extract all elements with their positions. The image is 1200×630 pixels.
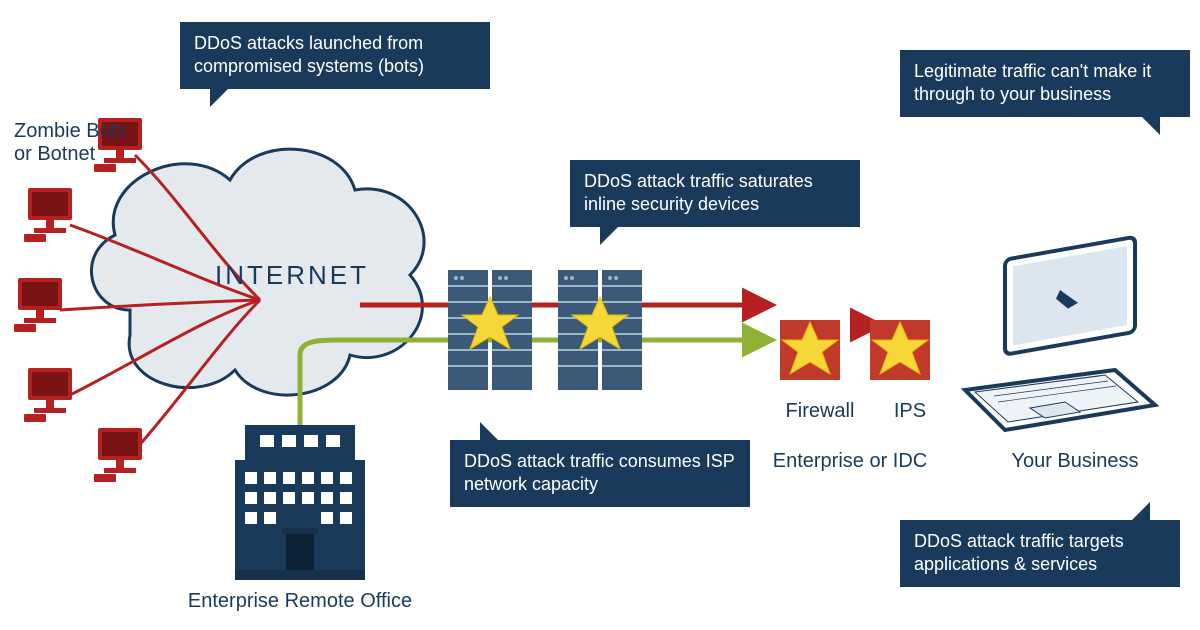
ips-icon xyxy=(870,320,930,380)
label-botnet: Zombie Bots or Botnet xyxy=(14,120,134,166)
bot-computer-icon xyxy=(94,428,142,482)
firewall-icon xyxy=(780,320,840,380)
callout-isp: DDoS attack traffic consumes ISP network… xyxy=(450,440,750,507)
bot-computer-icon xyxy=(24,188,72,242)
isp-rack-icon xyxy=(558,270,642,390)
internet-label: INTERNET xyxy=(215,260,369,291)
label-ips: IPS xyxy=(880,400,940,423)
impact-burst-icon xyxy=(572,297,628,349)
label-remote-office: Enterprise Remote Office xyxy=(175,590,425,613)
label-enterprise-idc: Enterprise or IDC xyxy=(760,450,940,473)
callout-targets: DDoS attack traffic targets applications… xyxy=(900,520,1180,587)
botnet-lines xyxy=(60,155,260,450)
label-firewall: Firewall xyxy=(780,400,860,423)
label-your-business: Your Business xyxy=(1000,450,1150,473)
callout-saturates: DDoS attack traffic saturates inline sec… xyxy=(570,160,860,227)
impact-burst-icon xyxy=(462,297,518,349)
bot-computer-icon xyxy=(24,368,72,422)
office-building-icon xyxy=(235,425,365,580)
isp-rack-icon xyxy=(448,270,532,390)
bot-computer-icon xyxy=(14,278,62,332)
callout-bots: DDoS attacks launched from compromised s… xyxy=(180,22,490,89)
laptop-icon xyxy=(965,237,1155,430)
callout-legit: Legitimate traffic can't make it through… xyxy=(900,50,1190,117)
